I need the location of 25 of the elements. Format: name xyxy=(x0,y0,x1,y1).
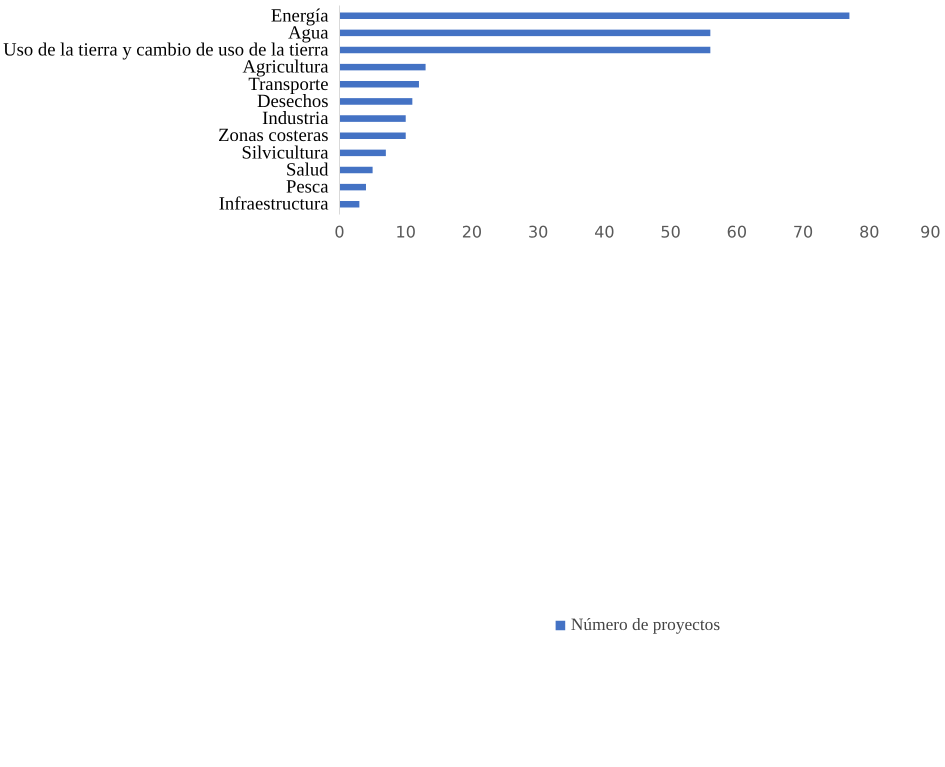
bar xyxy=(340,30,710,36)
bar xyxy=(340,46,710,54)
bar xyxy=(340,184,366,190)
x-tick-label: 50 xyxy=(660,222,681,242)
x-tick-label: 30 xyxy=(528,222,548,242)
bar xyxy=(340,150,386,156)
x-tick-label: 20 xyxy=(462,222,482,242)
x-tick-label: 40 xyxy=(594,222,615,242)
y-tick-label: Energía xyxy=(270,5,330,26)
x-tick-label: 60 xyxy=(726,222,748,242)
bar xyxy=(340,98,412,105)
legend-label: Número de proyectos xyxy=(570,615,720,635)
bar xyxy=(340,64,426,70)
x-tick-label: 70 xyxy=(792,222,814,242)
bar xyxy=(340,81,419,88)
x-tick-label: 0 xyxy=(334,222,345,242)
y-tick-label: Agricultura xyxy=(242,56,330,78)
bar xyxy=(340,12,850,20)
x-tick-label: 10 xyxy=(396,222,416,242)
x-tick-label: 80 xyxy=(859,222,880,242)
bar xyxy=(340,132,406,139)
bar xyxy=(340,166,373,174)
x-tick-label: 90 xyxy=(920,222,940,242)
bar xyxy=(340,200,360,208)
bar xyxy=(340,115,406,122)
